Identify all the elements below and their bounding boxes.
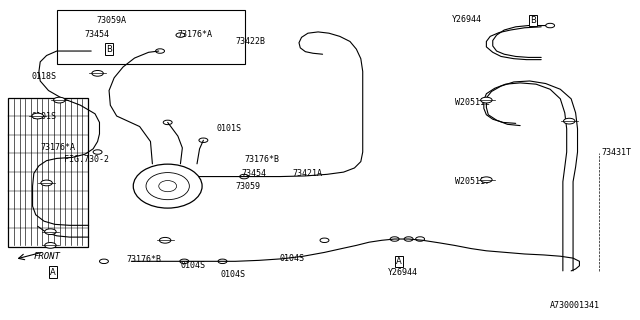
Ellipse shape: [159, 180, 177, 192]
Circle shape: [92, 70, 103, 76]
Text: A: A: [396, 257, 402, 266]
Text: A: A: [50, 268, 56, 277]
Circle shape: [45, 243, 56, 248]
Text: W205117: W205117: [454, 177, 490, 186]
Circle shape: [45, 229, 56, 235]
Bar: [8, 98, 88, 247]
Text: 73422B: 73422B: [236, 37, 265, 46]
Circle shape: [481, 97, 492, 103]
Text: 0101S: 0101S: [31, 113, 56, 122]
Ellipse shape: [146, 172, 189, 200]
Text: FIG.730-2: FIG.730-2: [65, 155, 109, 164]
Text: B: B: [106, 44, 112, 54]
Circle shape: [563, 118, 575, 124]
Text: A730001341: A730001341: [550, 301, 600, 310]
Circle shape: [159, 237, 171, 243]
Circle shape: [481, 177, 492, 183]
Text: 0104S: 0104S: [180, 261, 205, 270]
Text: 0118S: 0118S: [31, 72, 56, 81]
Text: 0101S: 0101S: [216, 124, 241, 132]
Text: Y26944: Y26944: [388, 268, 418, 277]
Text: 73176*A: 73176*A: [40, 143, 76, 152]
Text: 73431T: 73431T: [601, 148, 631, 157]
Text: 0104S: 0104S: [221, 270, 246, 279]
Ellipse shape: [133, 164, 202, 208]
Text: 73454: 73454: [242, 169, 267, 178]
Circle shape: [32, 113, 44, 119]
Text: FRONT: FRONT: [34, 252, 61, 261]
Text: W205112: W205112: [454, 98, 490, 107]
Text: 73421A: 73421A: [292, 169, 323, 178]
Text: 73176*A: 73176*A: [178, 30, 213, 39]
Circle shape: [41, 180, 52, 186]
Text: FIG.732: FIG.732: [140, 194, 175, 204]
Text: 0104S: 0104S: [280, 254, 305, 263]
Circle shape: [54, 97, 65, 103]
Text: 73176*B: 73176*B: [244, 155, 279, 164]
Text: 73059: 73059: [236, 182, 260, 191]
Text: B: B: [530, 16, 536, 25]
Text: Y26944: Y26944: [452, 15, 482, 24]
Text: 73059A: 73059A: [96, 16, 126, 25]
Text: 73176*B: 73176*B: [127, 255, 162, 264]
Text: 73454: 73454: [85, 30, 110, 39]
Bar: [57, 10, 245, 64]
